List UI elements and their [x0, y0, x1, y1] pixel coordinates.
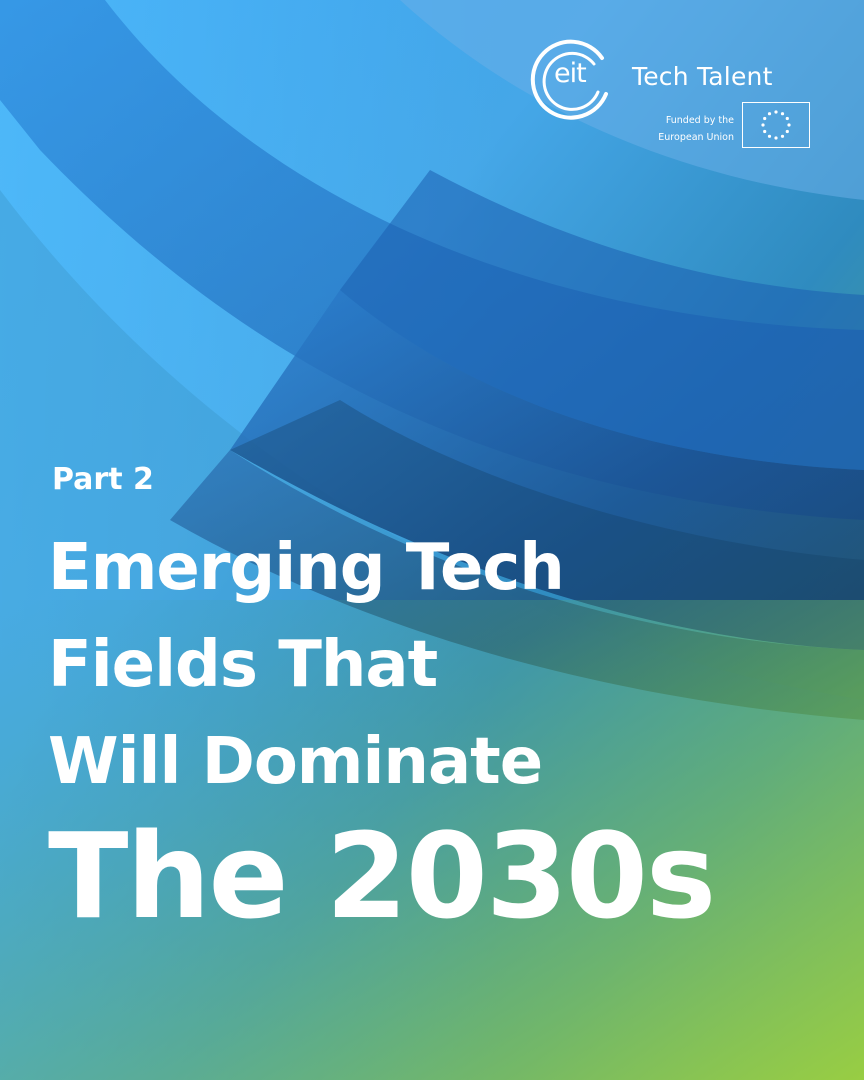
headline-line-1: Emerging Tech: [48, 531, 565, 605]
headline-emphasis: The 2030s: [48, 807, 716, 945]
brand-header: eit Tech Talent Funded by the European U…: [528, 34, 828, 154]
eit-logo: eit: [528, 34, 620, 124]
eu-flag-icon: [742, 102, 810, 148]
headline-line-3: Will Dominate: [48, 725, 543, 799]
funding-line-2: European Union: [658, 132, 734, 143]
funding-notice: Funded by the European Union: [624, 112, 734, 146]
product-name: Tech Talent: [632, 62, 773, 91]
headline: Emerging Tech Fields That Will Dominate: [48, 520, 828, 811]
headline-line-2: Fields That: [48, 628, 438, 702]
funding-line-1: Funded by the: [665, 115, 734, 126]
eit-logo-text: eit: [554, 58, 587, 89]
eit-ring-icon: [530, 39, 608, 120]
part-label: Part 2: [52, 462, 154, 497]
